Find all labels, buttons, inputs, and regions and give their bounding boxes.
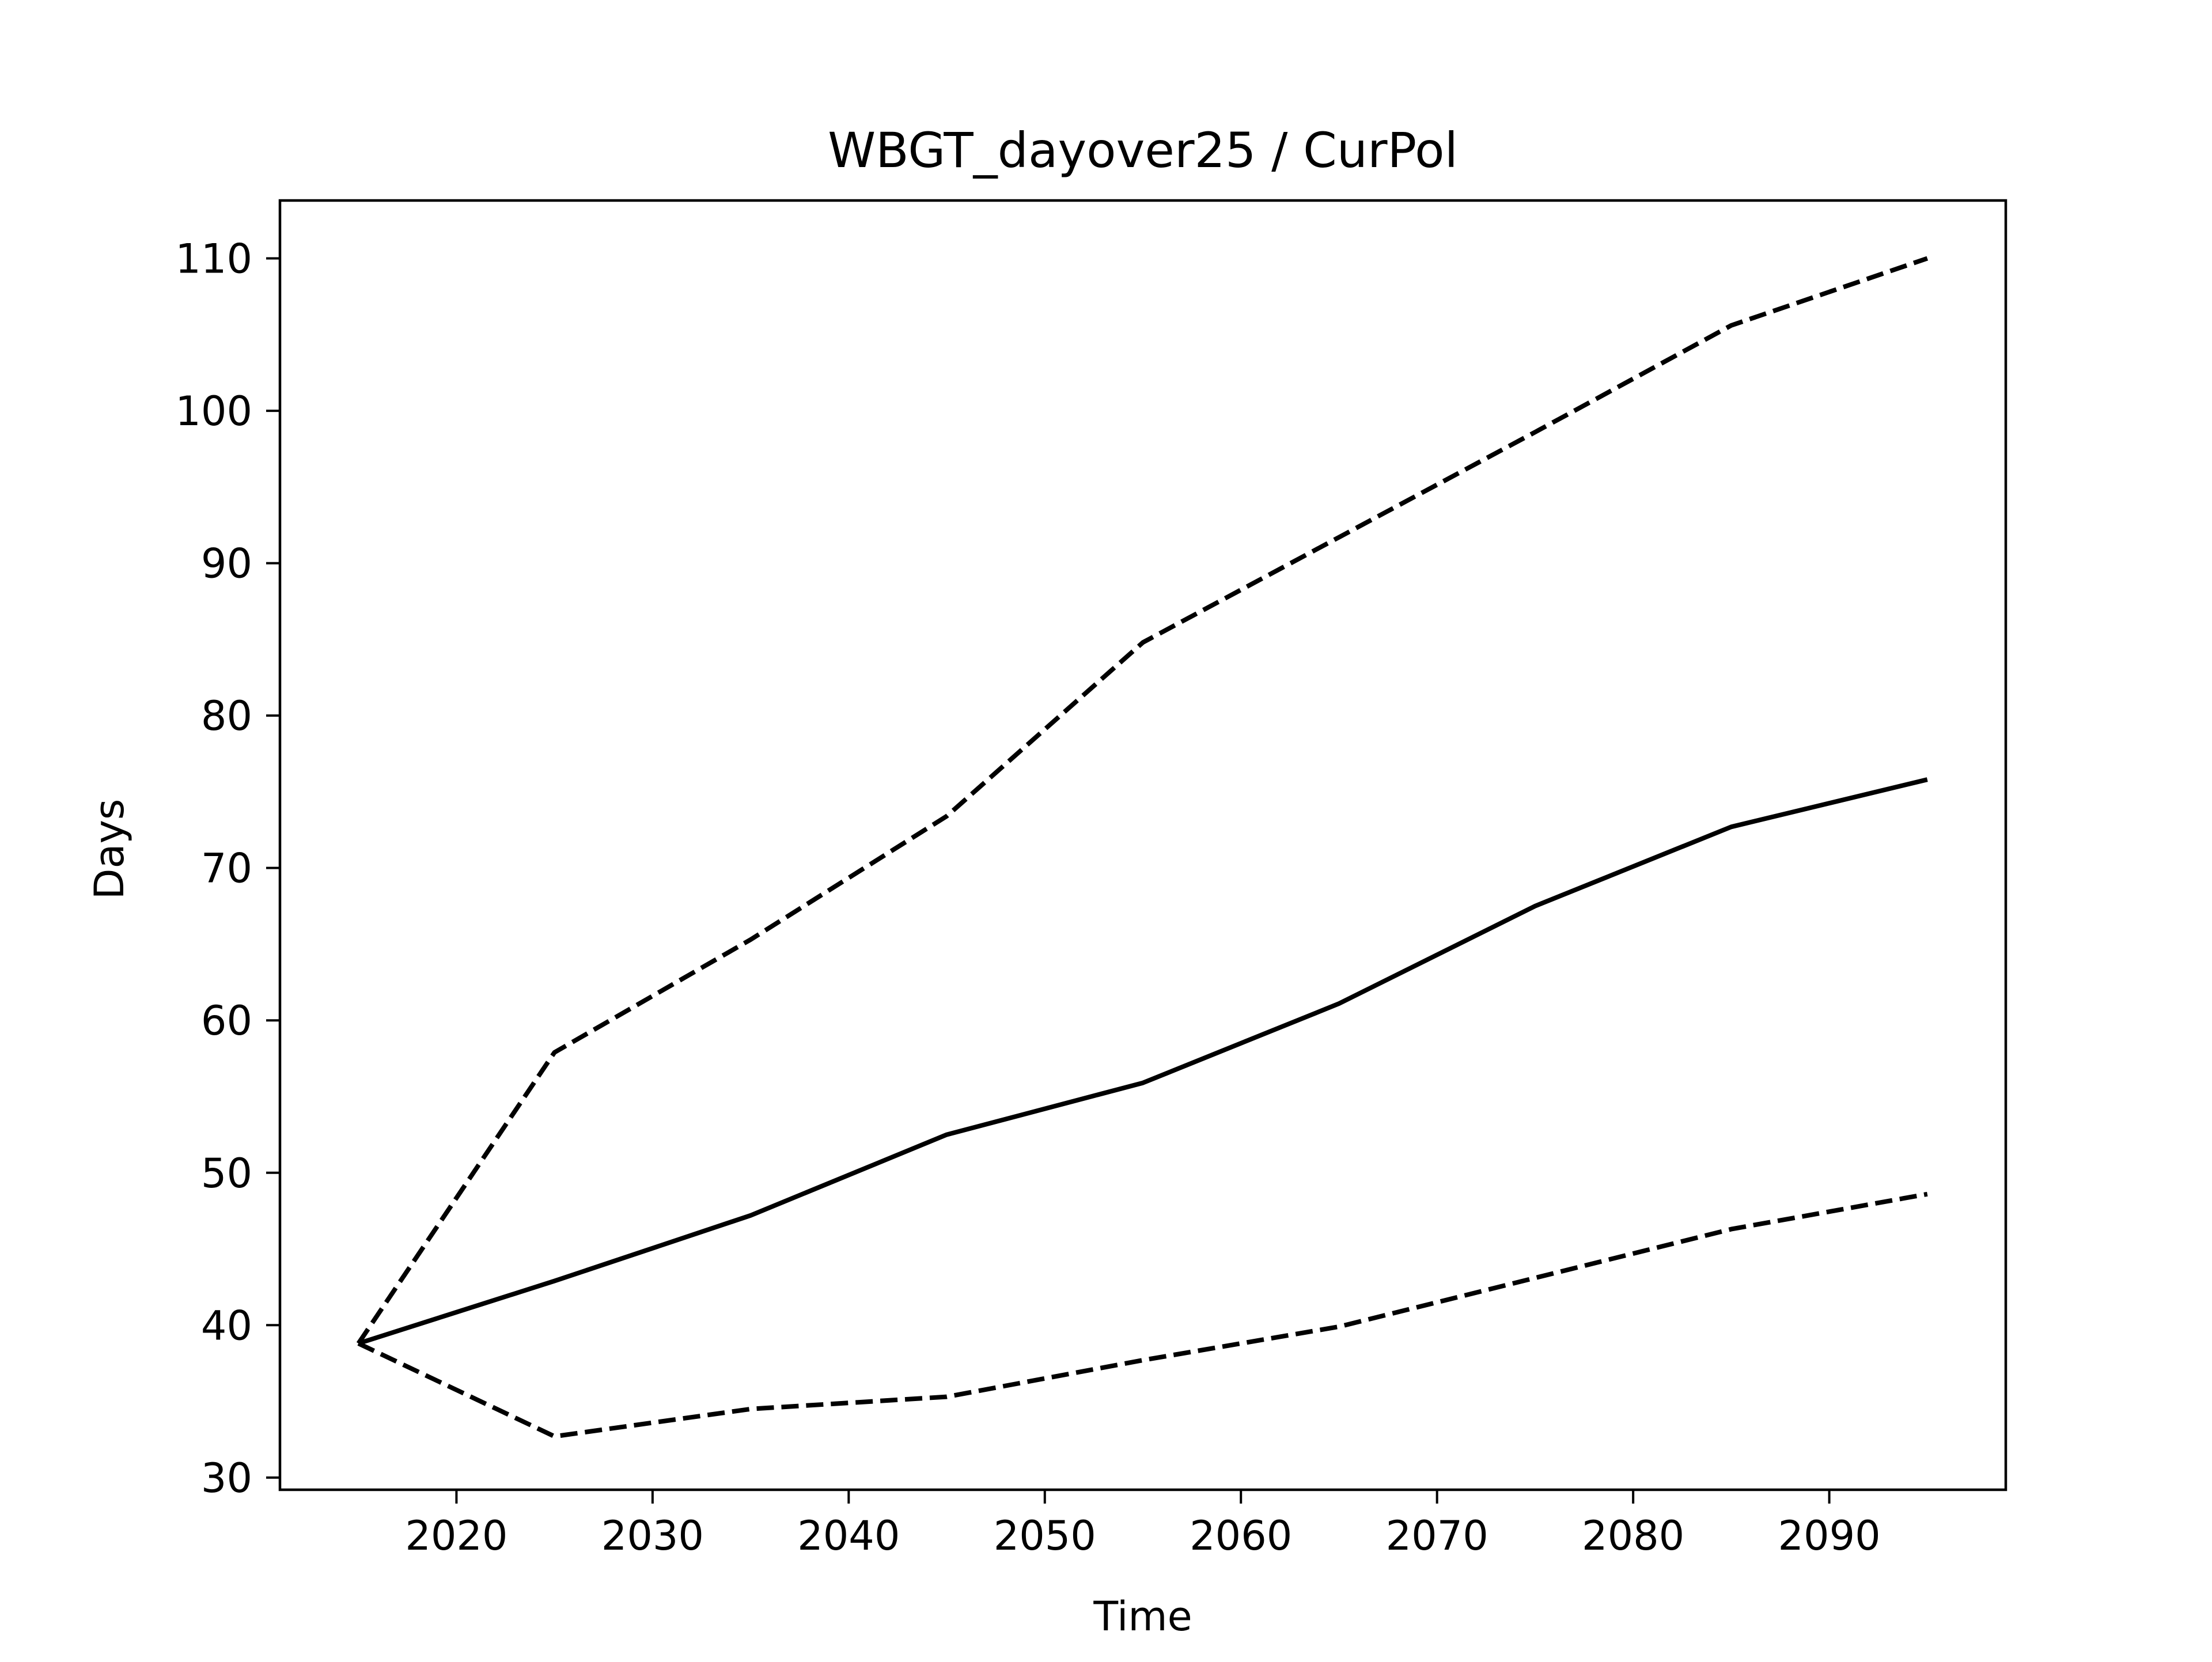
y-tick-label: 60 — [201, 997, 252, 1044]
y-tick-label: 80 — [201, 692, 252, 740]
y-axis-label: Days — [86, 799, 133, 900]
y-tick-label: 110 — [175, 236, 252, 283]
x-tick-label: 2070 — [1386, 1512, 1488, 1559]
chart-title: WBGT_dayover25 / CurPol — [828, 122, 1458, 179]
x-tick-label: 2090 — [1778, 1512, 1881, 1559]
series-lower-line — [357, 1191, 1928, 1439]
x-tick-label: 2020 — [405, 1512, 507, 1559]
y-tick-label: 100 — [175, 388, 252, 435]
x-tick-label: 2040 — [797, 1512, 900, 1559]
y-tick-label: 40 — [201, 1302, 252, 1349]
plot-frame — [278, 199, 2008, 1491]
x-tick-label: 2030 — [601, 1512, 704, 1559]
y-axis: 30 40 50 60 70 80 90 100 110 — [175, 236, 280, 1502]
x-axis: 2020 2030 2040 2050 2060 2070 2080 2090 — [405, 1490, 1881, 1559]
x-tick-label: 2050 — [994, 1512, 1096, 1559]
x-axis-label: Time — [1093, 1593, 1192, 1640]
y-tick-label: 50 — [201, 1150, 252, 1197]
y-tick-label: 70 — [201, 845, 252, 892]
series-layer — [356, 256, 1929, 1439]
x-tick-label: 2060 — [1190, 1512, 1292, 1559]
series-median-line — [357, 777, 1928, 1346]
y-tick-label: 90 — [201, 540, 252, 588]
x-tick-label: 2080 — [1582, 1512, 1684, 1559]
y-tick-label: 30 — [201, 1455, 252, 1502]
series-upper-line — [356, 256, 1929, 1345]
